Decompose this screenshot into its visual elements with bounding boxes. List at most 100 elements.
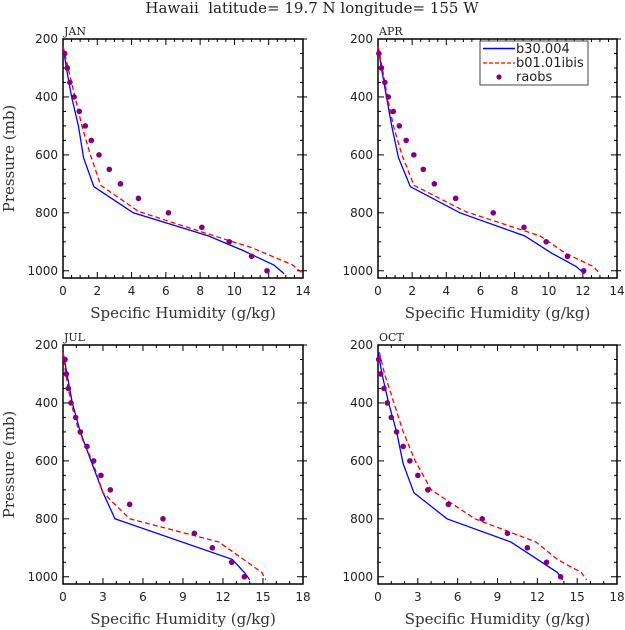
raobs-point <box>135 195 142 202</box>
x-tick-label: 12 <box>530 590 545 604</box>
legend-label: b30.004 <box>516 42 570 57</box>
raobs-point <box>241 573 248 580</box>
raobs-point <box>431 181 438 187</box>
series-line-b30-004 <box>62 352 251 581</box>
raobs-point <box>385 94 392 100</box>
panel-oct: OCT 0 3 6 9 12 15 18 200 400 600 800 1000 Specific Hu… <box>342 331 624 628</box>
raobs-point <box>384 400 391 406</box>
y-tick-label: 1000 <box>342 264 373 278</box>
series-line-b01-01ibis <box>62 46 304 275</box>
raobs-point <box>504 530 511 537</box>
raobs-point <box>62 356 68 363</box>
raobs-point <box>264 267 270 274</box>
raobs-point <box>77 429 84 435</box>
x-tick-label: 8 <box>511 284 519 298</box>
raobs-point <box>107 487 114 493</box>
x-tick-label: 9 <box>179 590 187 604</box>
plot-frame <box>377 344 618 585</box>
y-tick-label: 600 <box>350 454 373 468</box>
raobs-point <box>415 472 421 479</box>
y-tick-label: 200 <box>350 32 373 46</box>
raobs-point <box>117 181 124 187</box>
raobs-point <box>403 137 409 144</box>
series-line-b01-01ibis <box>378 352 588 581</box>
raobs-point <box>521 224 527 231</box>
series-line-b30-004 <box>377 46 586 275</box>
raobs-point <box>524 544 531 551</box>
y-tick-label: 600 <box>35 454 58 468</box>
x-axis-label: Specific Humidity (g/kg) <box>405 610 591 628</box>
y-tick-label: 800 <box>35 512 58 526</box>
y-tick-label: 600 <box>350 148 373 162</box>
raobs-point <box>126 501 133 508</box>
panel-label: JAN <box>63 25 86 38</box>
x-axis-label: Specific Humidity (g/kg) <box>90 610 276 628</box>
panel-jan: JAN 0 2 4 6 8 10 12 14 200 400 600 800 1000 Specific H… <box>0 25 311 322</box>
y-tick-label: 800 <box>35 206 58 220</box>
raobs-point <box>452 195 459 202</box>
panel-label: JUL <box>63 331 86 344</box>
legend-label: b01.01ibis <box>516 56 584 71</box>
y-axis-label: Pressure (mb) <box>0 411 18 519</box>
raobs-point <box>209 544 216 551</box>
series-line-b01-01ibis <box>377 46 601 275</box>
raobs-point <box>396 123 403 129</box>
raobs-point <box>557 573 564 580</box>
y-tick-label: 1000 <box>342 570 373 584</box>
x-tick-label: 4 <box>442 284 450 298</box>
raobs-point <box>82 123 89 129</box>
x-axis-label: Specific Humidity (g/kg) <box>405 304 591 322</box>
raobs-point <box>67 79 73 86</box>
x-tick-label: 18 <box>609 590 624 604</box>
raobs-point <box>106 166 113 173</box>
x-tick-label: 15 <box>255 590 270 604</box>
y-tick-label: 600 <box>35 148 58 162</box>
x-tick-label: 15 <box>570 590 585 604</box>
x-tick-label: 0 <box>59 590 67 604</box>
x-axis-label: Specific Humidity (g/kg) <box>90 304 276 322</box>
y-tick-label: 400 <box>35 396 58 410</box>
series-line-b30-004 <box>377 352 564 581</box>
x-tick-label: 2 <box>408 284 416 298</box>
panel-label: APR <box>378 25 403 38</box>
raobs-point <box>580 267 587 274</box>
raobs-point <box>378 65 385 71</box>
raobs-point <box>400 443 407 450</box>
raobs-point <box>407 458 413 464</box>
raobs-point <box>165 210 172 216</box>
x-tick-label: 0 <box>59 284 67 298</box>
raobs-point <box>72 414 79 421</box>
raobs-point <box>382 79 388 86</box>
y-tick-label: 1000 <box>27 264 58 278</box>
raobs-point <box>226 238 233 245</box>
x-tick-label: 10 <box>541 284 556 298</box>
raobs-point <box>420 166 427 173</box>
y-tick-label: 400 <box>350 90 373 104</box>
plot-frame <box>62 38 304 279</box>
x-tick-label: 6 <box>477 284 485 298</box>
raobs-point <box>63 371 70 377</box>
y-tick-label: 200 <box>350 338 373 352</box>
raobs-point <box>71 94 77 100</box>
raobs-point <box>199 224 205 231</box>
x-tick-label: 0 <box>374 590 382 604</box>
raobs-point <box>375 356 382 363</box>
x-tick-label: 0 <box>374 284 382 298</box>
y-tick-label: 1000 <box>27 570 58 584</box>
raobs-point <box>411 152 417 158</box>
raobs-point <box>377 371 384 377</box>
raobs-point <box>98 472 104 479</box>
x-tick-label: 4 <box>128 284 136 298</box>
raobs-point <box>543 238 549 245</box>
raobs-point <box>388 414 395 421</box>
x-tick-label: 12 <box>261 284 276 298</box>
y-tick-label: 400 <box>350 396 373 410</box>
x-tick-label: 14 <box>295 284 310 298</box>
x-tick-label: 6 <box>454 590 462 604</box>
raobs-point <box>88 137 95 144</box>
raobs-point <box>90 458 97 464</box>
raobs-point <box>160 516 166 522</box>
x-tick-label: 2 <box>93 284 101 298</box>
y-tick-label: 800 <box>350 512 373 526</box>
